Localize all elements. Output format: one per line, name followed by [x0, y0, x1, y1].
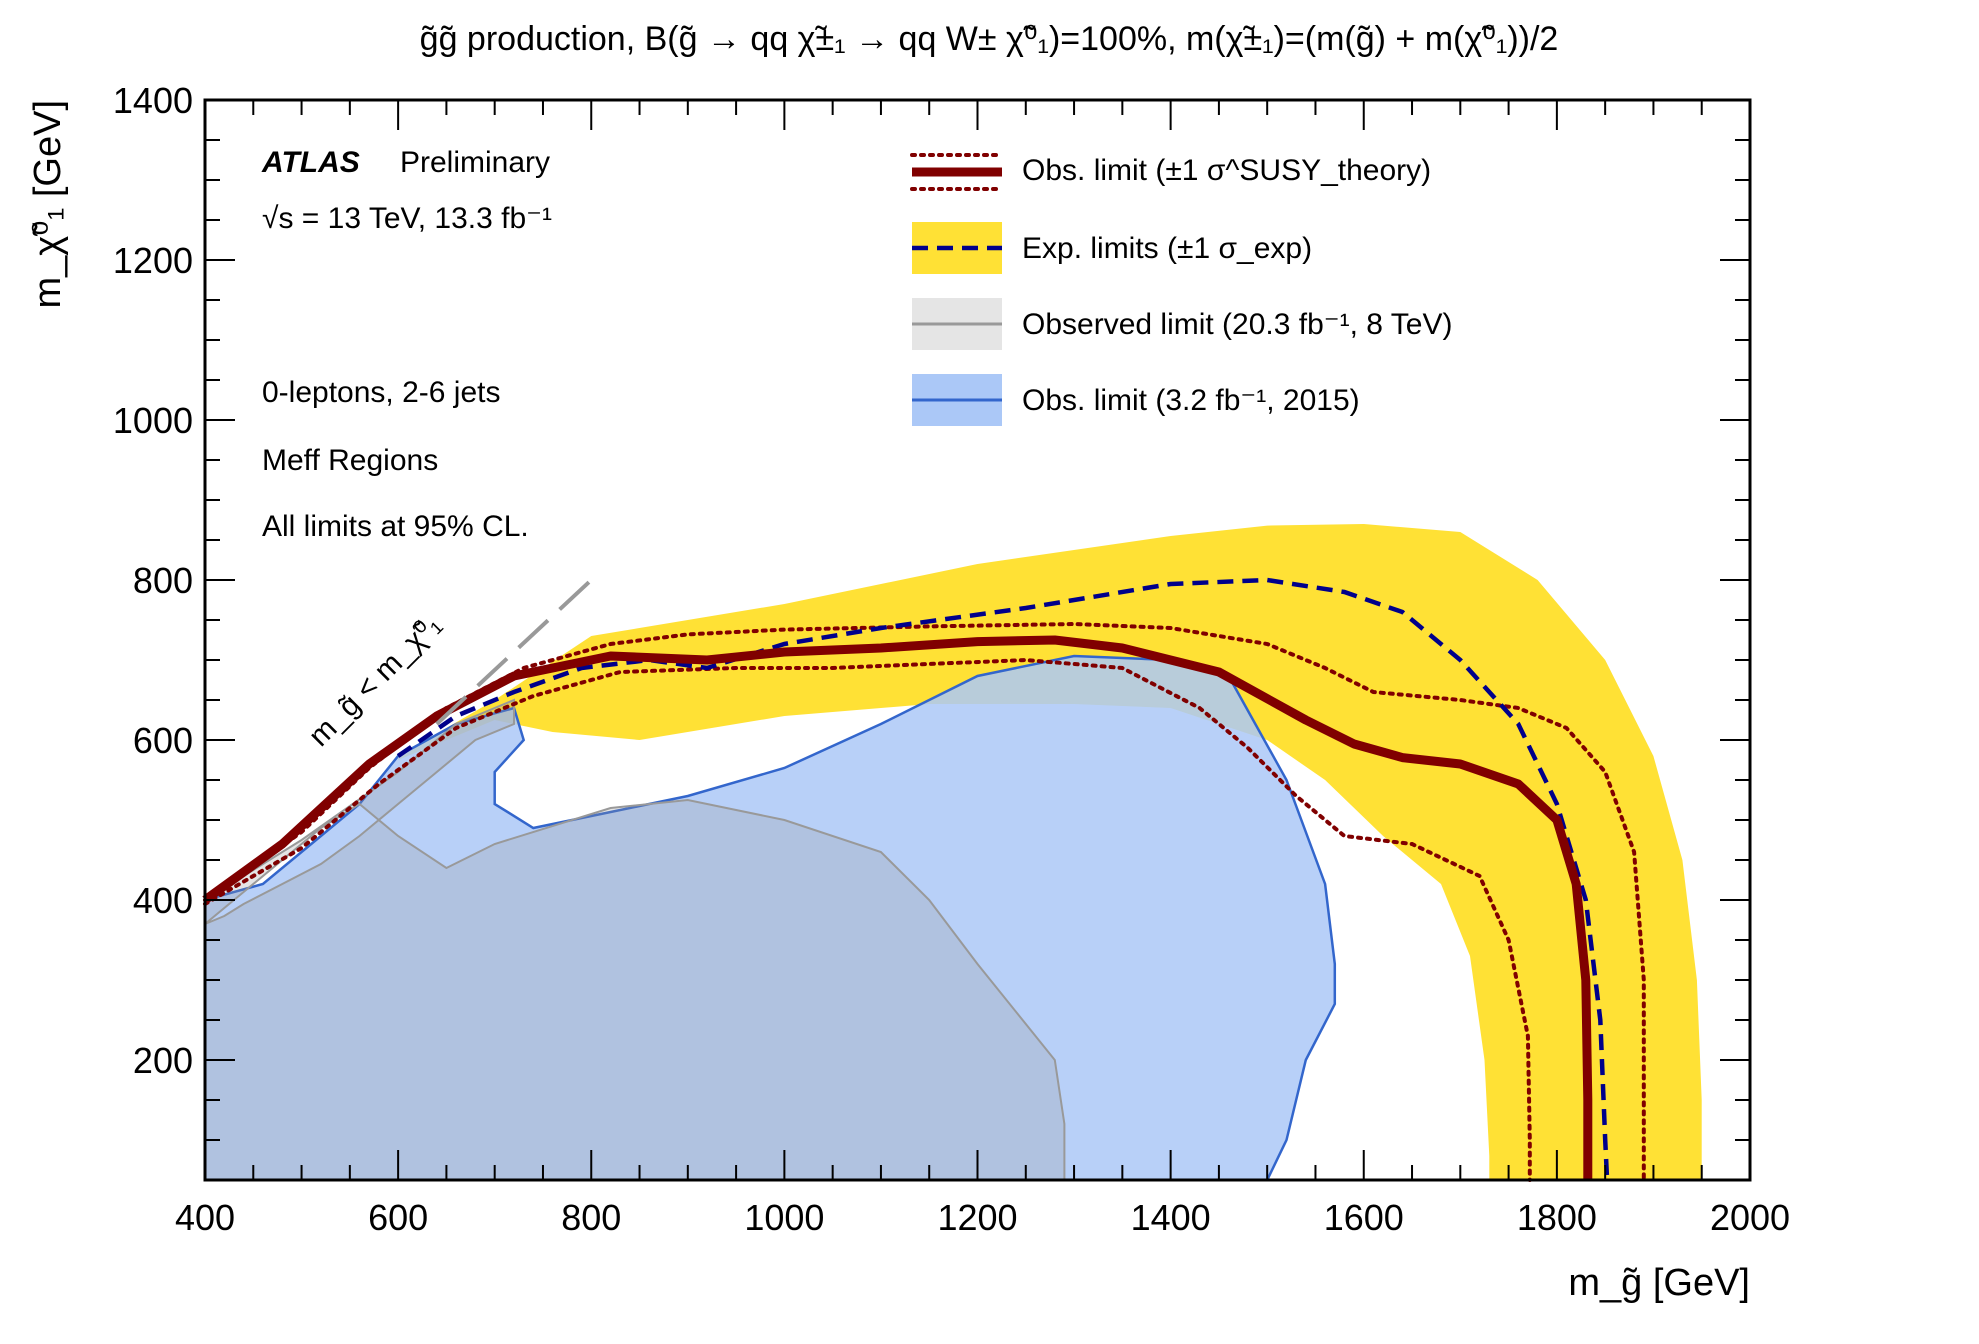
- diagonal-line: [435, 578, 593, 726]
- expected-band: [398, 524, 1702, 1180]
- x-tick-label: 1400: [1131, 1197, 1211, 1238]
- expected-limit-line: [396, 577, 1610, 1181]
- y-tick-label: 1400: [113, 80, 193, 121]
- x-tick-label: 1800: [1517, 1197, 1597, 1238]
- expected-band-layer: [398, 524, 1702, 1180]
- limit-lines-layer: [202, 577, 1646, 1182]
- selection-label: 0-leptons, 2-6 jets: [262, 376, 500, 409]
- x-tick-label: 1600: [1324, 1197, 1404, 1238]
- annotation-block: ATLAS Preliminary √s = 13 TeV, 13.3 fb⁻¹…: [261, 146, 552, 543]
- y-tick-label: 400: [133, 880, 193, 921]
- legend-label-obs: Obs. limit (±1 σ^SUSY_theory): [1022, 154, 1431, 187]
- x-tick-label: 400: [175, 1197, 235, 1238]
- x-tick-label: 2000: [1710, 1197, 1790, 1238]
- diagonal-label: m_g̃ < m_χ̃⁰₁: [302, 608, 447, 753]
- y-tick-label: 1000: [113, 400, 193, 441]
- chart-title: g̃g̃ production, B(g̃ → qq χ̃±₁ → qq W± …: [420, 20, 1559, 58]
- legend-label-exp: Exp. limits (±1 σ_exp): [1022, 232, 1312, 265]
- energy-label: √s = 13 TeV, 13.3 fb⁻¹: [262, 202, 552, 235]
- y-tick-label: 1200: [113, 240, 193, 281]
- y-tick-label: 800: [133, 560, 193, 601]
- regions-label: Meff Regions: [262, 444, 438, 477]
- x-axis-label: m_g̃ [GeV]: [1568, 1262, 1750, 1304]
- x-tick-label: 800: [561, 1197, 621, 1238]
- preliminary-label: Preliminary: [400, 146, 550, 179]
- y-tick-label: 200: [133, 1040, 193, 1081]
- atlas-label: ATLAS: [261, 146, 360, 179]
- obs-2015-region: [203, 654, 1337, 1182]
- cl-label: All limits at 95% CL.: [262, 510, 529, 543]
- legend-label-obs2015: Obs. limit (3.2 fb⁻¹, 2015): [1022, 384, 1360, 417]
- legend: Obs. limit (±1 σ^SUSY_theory) Exp. limits…: [910, 153, 1452, 426]
- previous-limits-layer: [203, 654, 1337, 1182]
- x-tick-label: 1200: [937, 1197, 1017, 1238]
- x-tick-label: 1000: [744, 1197, 824, 1238]
- y-tick-label: 600: [133, 720, 193, 761]
- y-axis: 200 400 600 800 1000 1200 1400: [113, 80, 1750, 1141]
- y-axis-label: m_χ̃⁰₁ [GeV]: [27, 100, 69, 309]
- legend-label-obs8: Observed limit (20.3 fb⁻¹, 8 TeV): [1022, 308, 1452, 341]
- x-axis: 400 600 800 1000 1200 1400 1600 1800 2000: [175, 100, 1790, 1238]
- title-group: g̃g̃ production, B(g̃ → qq χ̃±₁ → qq W± …: [420, 20, 1559, 58]
- obs-theory-down-line: [203, 657, 1532, 1182]
- x-tick-label: 600: [368, 1197, 428, 1238]
- observed-limit-line: [202, 635, 1593, 1180]
